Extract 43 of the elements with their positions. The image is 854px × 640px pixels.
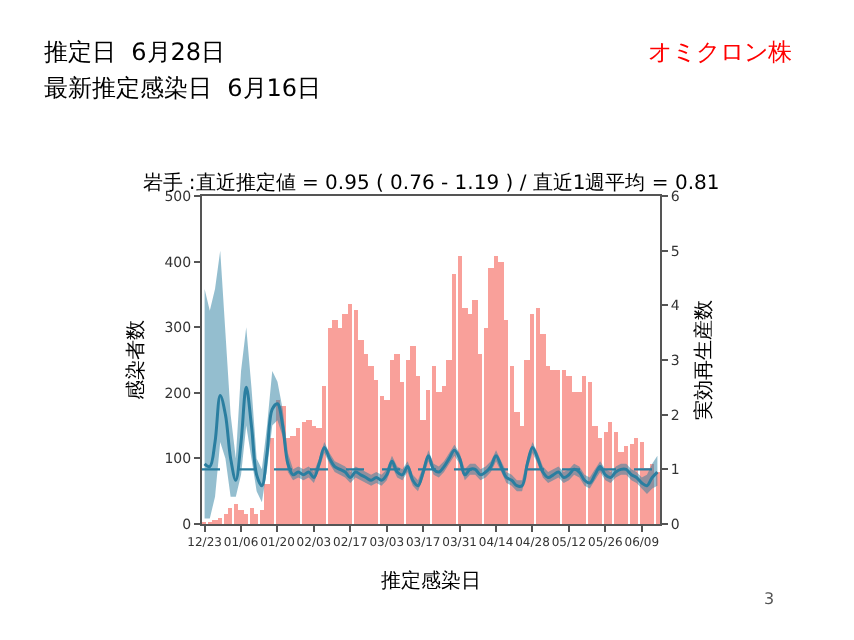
bar xyxy=(472,300,478,524)
bar xyxy=(582,376,586,524)
bar xyxy=(218,518,222,524)
bar xyxy=(224,514,228,524)
bar xyxy=(228,508,232,524)
bar xyxy=(354,310,358,524)
text: 最新推定感染日 6月16日 xyxy=(44,74,322,102)
text: 推定日 6月28日 xyxy=(44,38,226,66)
bar xyxy=(276,400,280,524)
bar xyxy=(254,514,258,524)
bar xyxy=(432,366,436,524)
y-axis-title: 感染者数 xyxy=(124,320,149,400)
bar xyxy=(566,376,572,524)
bar xyxy=(562,370,566,524)
bar xyxy=(530,314,534,524)
bar xyxy=(608,422,612,524)
bar xyxy=(410,346,416,524)
bar xyxy=(536,308,540,524)
bar xyxy=(238,510,244,524)
bar xyxy=(394,354,400,524)
x-axis-title: 推定感染日 xyxy=(381,569,481,594)
text: オミクロン株 xyxy=(648,38,792,66)
bar xyxy=(234,504,238,524)
bar xyxy=(588,382,592,524)
bar xyxy=(656,472,660,524)
y2-axis-title: 実効再生産数 xyxy=(691,300,716,420)
bar xyxy=(302,422,306,524)
bar xyxy=(640,442,644,524)
bar xyxy=(296,428,300,524)
bar xyxy=(556,370,560,524)
bar xyxy=(458,256,462,524)
bar xyxy=(328,328,332,524)
bar xyxy=(498,262,504,524)
bar xyxy=(250,508,254,524)
bar xyxy=(630,444,634,524)
bar xyxy=(390,360,394,524)
text: 3 xyxy=(764,590,775,608)
bar xyxy=(634,438,638,524)
bar xyxy=(244,514,248,524)
bar xyxy=(290,436,296,524)
bar xyxy=(624,446,628,524)
bar xyxy=(348,304,352,524)
bar xyxy=(312,426,316,524)
